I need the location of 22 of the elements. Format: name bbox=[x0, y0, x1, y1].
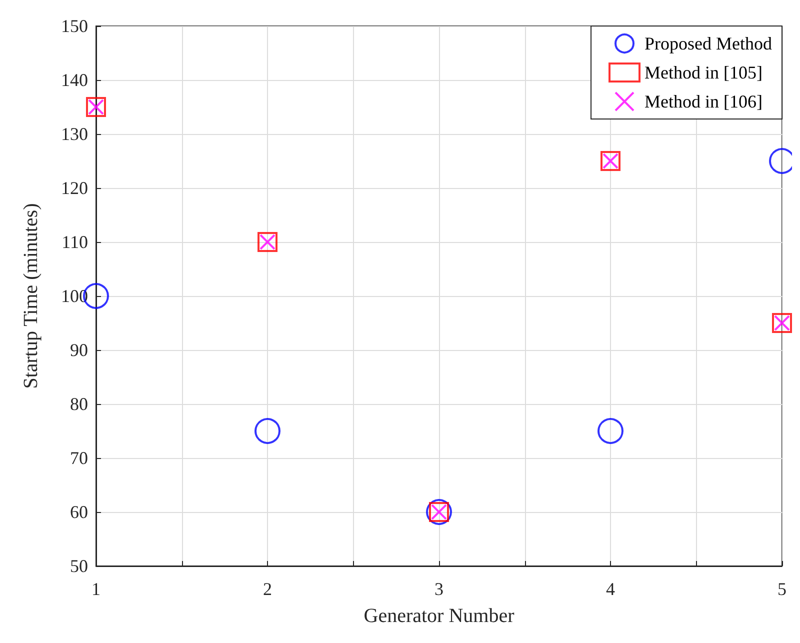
point bbox=[254, 418, 280, 444]
y-tick-label: 80 bbox=[70, 394, 88, 414]
y-tick-label: 150 bbox=[61, 16, 88, 36]
y-tick-label: 130 bbox=[61, 124, 88, 144]
x-tick-label: 3 bbox=[434, 579, 444, 599]
x-tick-label: 1 bbox=[92, 579, 100, 599]
y-tick-label: 50 bbox=[70, 556, 88, 576]
y-tick-label: 140 bbox=[61, 70, 88, 90]
y-tick-label: 120 bbox=[61, 178, 88, 198]
x-tick-label: 4 bbox=[606, 579, 615, 599]
x-tick-label: 2 bbox=[263, 579, 272, 599]
y-tick-label: 110 bbox=[62, 232, 88, 252]
legend-label: Proposed Method bbox=[644, 34, 772, 54]
x-tick-label: 5 bbox=[778, 579, 786, 599]
x-axis-title: Generator Number bbox=[364, 605, 515, 627]
legend-label: Method in [105] bbox=[644, 62, 762, 82]
y-tick-label: 70 bbox=[70, 448, 88, 468]
y-tick-label: 60 bbox=[70, 502, 88, 522]
y-axis-title: Startup Time (minutes) bbox=[20, 203, 42, 389]
y-tick-label: 90 bbox=[70, 340, 88, 360]
point bbox=[598, 418, 624, 444]
legend-label: Method in [106] bbox=[644, 92, 762, 112]
